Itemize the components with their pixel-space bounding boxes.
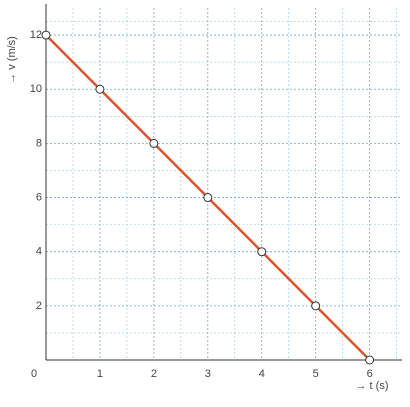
x-tick-label: 3 <box>205 368 211 380</box>
x-tick-label: 6 <box>367 368 373 380</box>
x-tick-label: 1 <box>97 368 103 380</box>
y-tick-label: 4 <box>36 246 42 258</box>
x-tick-label: 2 <box>151 368 157 380</box>
data-point <box>365 355 375 365</box>
x-tick-label: 5 <box>313 368 319 380</box>
data-point <box>41 30 51 40</box>
data-point <box>149 138 159 148</box>
x-tick-label: 4 <box>259 368 265 380</box>
x-tick-label: 0 <box>31 368 37 380</box>
y-tick-label: 12 <box>30 29 42 41</box>
y-tick-label: 8 <box>36 137 42 149</box>
y-tick-label: 6 <box>36 191 42 203</box>
data-point <box>311 301 321 311</box>
data-point <box>95 84 105 94</box>
data-point <box>203 193 213 203</box>
y-tick-label: 10 <box>30 83 42 95</box>
y-axis-label: → v (m/s) <box>6 36 18 84</box>
data-point <box>257 247 267 257</box>
y-tick-label: 2 <box>36 300 42 312</box>
x-axis-label: → t (s) <box>356 380 389 392</box>
